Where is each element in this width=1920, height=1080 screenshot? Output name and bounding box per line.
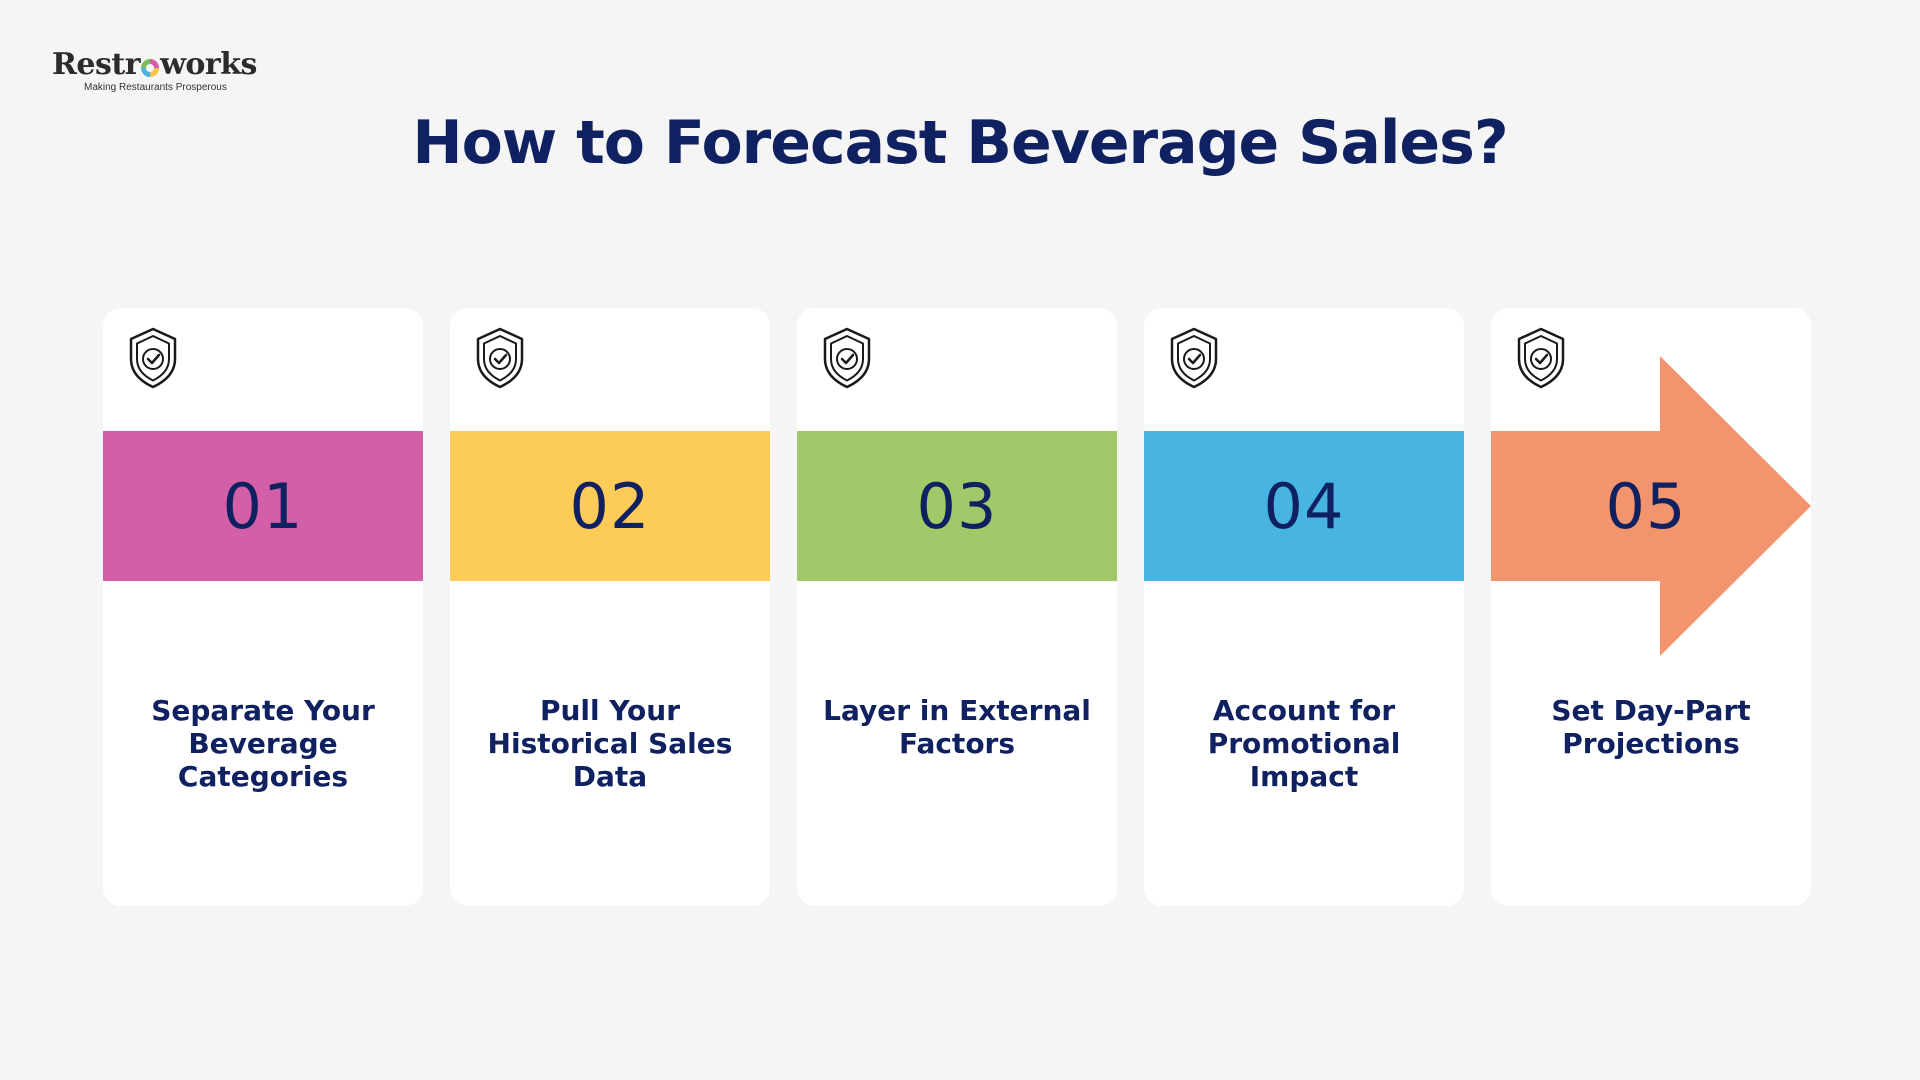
shield-check-icon <box>129 327 177 389</box>
step-card-3: 03 Layer in External Factors <box>797 308 1117 906</box>
logo-ring-icon <box>141 59 160 77</box>
step-label: Separate Your Beverage Categories <box>151 694 375 793</box>
step-label: Set Day-Part Projections <box>1551 694 1751 760</box>
step-number-band: 01 <box>103 431 423 581</box>
step-number-band: 04 <box>1144 431 1464 581</box>
step-label: Layer in External Factors <box>823 694 1091 760</box>
step-number: 04 <box>1263 469 1345 543</box>
step-label: Account for Promotional Impact <box>1207 694 1401 793</box>
step-label: Pull Your Historical Sales Data <box>487 694 733 793</box>
step-number: 02 <box>569 469 651 543</box>
step-number: 05 <box>1605 469 1687 543</box>
logo-wordmark: Restr works <box>52 48 262 82</box>
shield-check-icon <box>1170 327 1218 389</box>
shield-check-icon <box>476 327 524 389</box>
arrow-right-icon <box>1491 356 1811 656</box>
step-number: 03 <box>916 469 998 543</box>
logo-name-part1: Restr <box>52 47 141 82</box>
step-card-4: 04 Account for Promotional Impact <box>1144 308 1464 906</box>
shield-check-icon <box>823 327 871 389</box>
logo: Restr works Making Restaurants Prosperous <box>52 48 262 98</box>
step-number-band: 05 <box>1491 431 1801 581</box>
step-card-5: 05 Set Day-Part Projections <box>1491 308 1811 906</box>
page-title: How to Forecast Beverage Sales? <box>412 108 1508 178</box>
shield-check-icon <box>1517 327 1565 389</box>
step-card-2: 02 Pull Your Historical Sales Data <box>450 308 770 906</box>
step-number: 01 <box>222 469 304 543</box>
step-number-band: 02 <box>450 431 770 581</box>
step-number-band: 03 <box>797 431 1117 581</box>
logo-tagline: Making Restaurants Prosperous <box>84 82 227 93</box>
logo-name-part2: works <box>160 47 257 82</box>
step-card-1: 01 Separate Your Beverage Categories <box>103 308 423 906</box>
